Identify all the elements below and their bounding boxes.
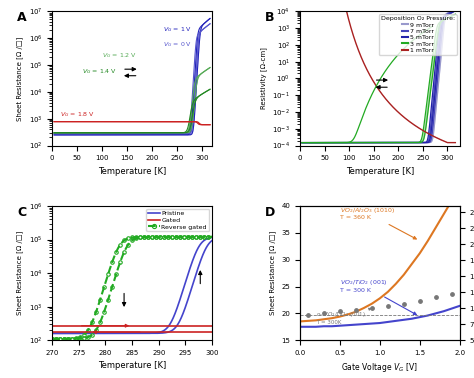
Point [368, 305, 376, 311]
X-axis label: Temperature [K]: Temperature [K] [98, 361, 166, 370]
Y-axis label: Sheet Resistance [Ω /□]: Sheet Resistance [Ω /□] [269, 231, 276, 315]
Text: $VO_2/TiO_2$ (001)
T = 300 K: $VO_2/TiO_2$ (001) T = 300 K [340, 278, 416, 314]
Point [416, 297, 424, 304]
Text: $V_G$ = 1.4 V: $V_G$ = 1.4 V [82, 67, 117, 76]
Point [304, 311, 312, 318]
Text: $V_G$ = 1.2 V: $V_G$ = 1.2 V [102, 51, 137, 60]
Legend: Pristine, Gated, Reverse gated: Pristine, Gated, Reverse gated [146, 209, 209, 231]
Y-axis label: Sheet Resistance [Ω /□]: Sheet Resistance [Ω /□] [16, 36, 23, 121]
Legend: 9 mTorr, 7 mTorr, 5 mTorr, 3 mTorr, 1 mTorr: 9 mTorr, 7 mTorr, 5 mTorr, 3 mTorr, 1 mT… [379, 14, 456, 55]
Point [448, 291, 456, 297]
Text: $V_G$ = 1.8 V: $V_G$ = 1.8 V [60, 111, 95, 119]
X-axis label: Temperature [K]: Temperature [K] [98, 167, 166, 176]
Text: A: A [17, 11, 27, 24]
X-axis label: Gate Voltage $V_G$ [V]: Gate Voltage $V_G$ [V] [341, 361, 418, 375]
Point [384, 303, 392, 309]
Point [432, 294, 439, 301]
Text: $V_G$ = 0 V: $V_G$ = 0 V [163, 40, 192, 49]
Text: D: D [265, 206, 275, 219]
Y-axis label: Resistivity [Ω-cm]: Resistivity [Ω-cm] [260, 48, 267, 109]
Point [320, 310, 328, 316]
Text: $V_G$ = 1 V: $V_G$ = 1 V [163, 25, 192, 34]
Point [352, 307, 360, 313]
Text: $n_s$ $VO_2/TiO_2$ (001),
T = 300K: $n_s$ $VO_2/TiO_2$ (001), T = 300K [316, 308, 371, 325]
X-axis label: Temperature [K]: Temperature [K] [346, 167, 414, 176]
Y-axis label: Sheet Resistance [Ω /□]: Sheet Resistance [Ω /□] [16, 231, 23, 315]
Text: C: C [17, 206, 26, 219]
Point [400, 301, 408, 307]
Text: $VO_2/Al_2O_3$ (1010)
T = 360 K: $VO_2/Al_2O_3$ (1010) T = 360 K [340, 206, 416, 239]
Text: B: B [265, 11, 274, 24]
Point [336, 308, 344, 314]
